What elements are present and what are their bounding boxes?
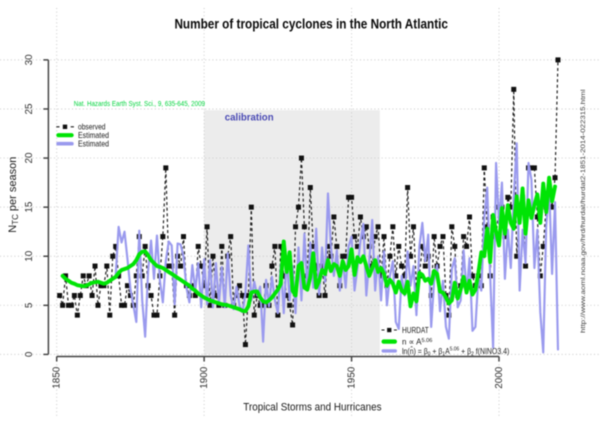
svg-text:1900: 1900 xyxy=(199,366,210,388)
svg-text:n ∝ A5.06: n ∝ A5.06 xyxy=(402,337,432,346)
svg-text:30: 30 xyxy=(24,54,35,65)
svg-text:NTC per season: NTC per season xyxy=(7,157,20,233)
svg-text:5: 5 xyxy=(24,302,35,308)
svg-text:ln(n̂) = β0 + β1A5.06 + β2 f(N: ln(n̂) = β0 + β1A5.06 + β2 f(NINO3.4) xyxy=(402,347,510,358)
svg-text:15: 15 xyxy=(24,201,35,212)
svg-text:1850: 1850 xyxy=(52,366,63,388)
svg-text:Tropical Storms and Hurricanes: Tropical Storms and Hurricanes xyxy=(243,402,382,414)
svg-text:Estimated: Estimated xyxy=(78,130,109,140)
svg-text:20: 20 xyxy=(24,152,35,163)
svg-text:Estimated: Estimated xyxy=(78,139,109,149)
svg-text:2000: 2000 xyxy=(494,366,505,388)
svg-text:Nat. Hazards Earth Syst. Sci.,: Nat. Hazards Earth Syst. Sci., 9, 635-64… xyxy=(74,99,205,108)
svg-text:http://www.aoml.noaa.gov/hrd/h: http://www.aoml.noaa.gov/hrd/hurdat/hurd… xyxy=(580,89,587,333)
svg-text:calibration: calibration xyxy=(225,113,274,124)
svg-text:10: 10 xyxy=(24,250,35,261)
svg-text:observed: observed xyxy=(78,122,106,132)
svg-text:Number of tropical cyclones in: Number of tropical cyclones in the North… xyxy=(174,15,448,31)
svg-text:25: 25 xyxy=(24,103,35,114)
svg-text:1950: 1950 xyxy=(347,366,358,388)
svg-text:0: 0 xyxy=(24,351,35,357)
svg-text:HURDAT: HURDAT xyxy=(402,326,429,335)
